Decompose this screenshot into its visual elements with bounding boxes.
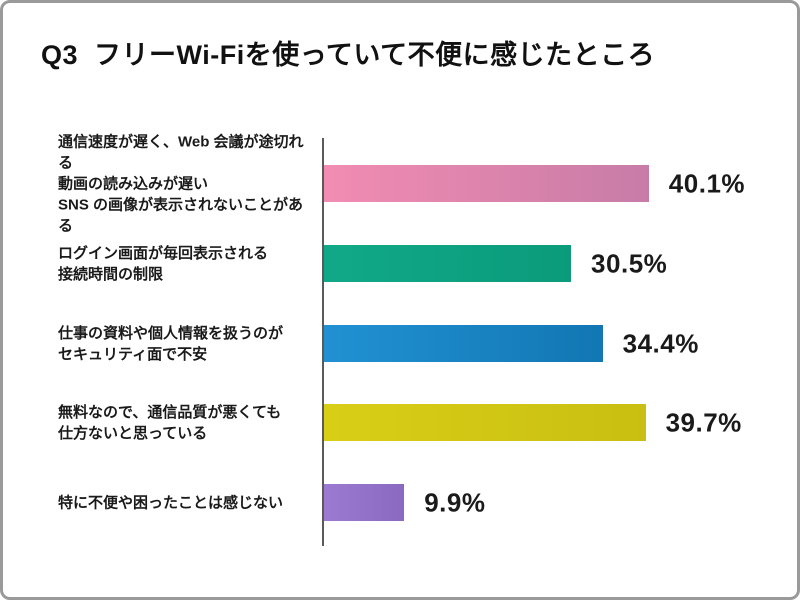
- bar-value-label: 40.1%: [668, 168, 746, 198]
- bar-category-label: 通信速度が遅く、Web 会議が途切れる 動画の読み込みが遅い SNS の画像が表示さ…: [58, 133, 304, 234]
- bar-value-label: 39.7%: [665, 407, 742, 437]
- bar-category-label: 仕事の資料や個人情報を扱うのが セキュリティ面で不安: [58, 324, 284, 363]
- bar: [324, 165, 649, 202]
- bar: [324, 484, 405, 521]
- bar-category-label: ログイン画面が毎回表示される 接続時間の制限: [58, 244, 269, 283]
- bar: [324, 325, 603, 362]
- bar: [324, 404, 646, 441]
- bar-value-label: 9.9%: [424, 487, 486, 517]
- bar-value-label: 30.5%: [591, 248, 668, 278]
- bar-row: ログイン画面が毎回表示される 接続時間の制限 30.5%: [3, 244, 797, 283]
- chart-title: Q3 フリーWi-Fiを使っていて不便に感じたところ: [41, 40, 656, 70]
- bar-row: 特に不便や困ったことは感じない 9.9%: [3, 484, 797, 521]
- bar-row: 無料なので、通信品質が悪くても 仕方ないと思っている 39.7%: [3, 403, 797, 442]
- y-axis-line: [322, 138, 324, 546]
- bar-row: 通信速度が遅く、Web 会議が途切れる 動画の読み込みが遅い SNS の画像が表示さ…: [3, 133, 797, 234]
- bar-category-label: 特に不便や困ったことは感じない: [58, 494, 284, 511]
- bar-category-label: 無料なので、通信品質が悪くても 仕方ないと思っている: [58, 403, 282, 442]
- bar: [324, 245, 572, 282]
- bar-row: 仕事の資料や個人情報を扱うのが セキュリティ面で不安 34.4%: [3, 324, 797, 363]
- bar-value-label: 34.4%: [622, 328, 699, 358]
